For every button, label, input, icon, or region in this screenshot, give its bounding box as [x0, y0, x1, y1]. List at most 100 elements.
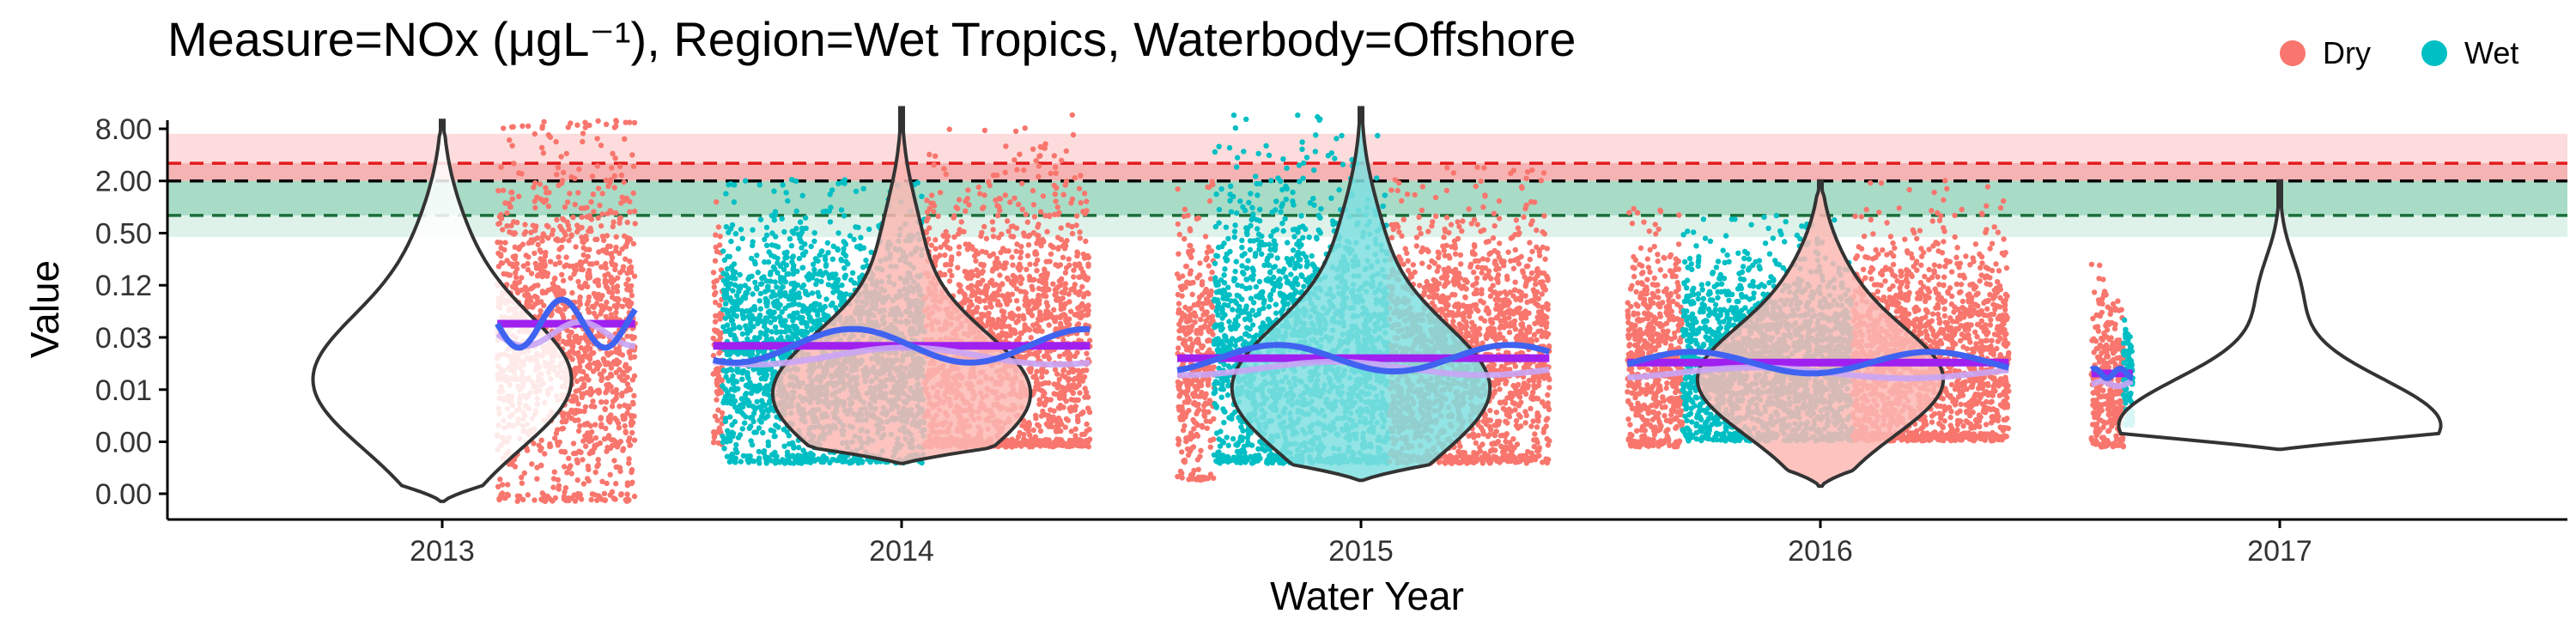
data-point [575, 417, 581, 423]
data-point [1040, 392, 1047, 399]
data-point [627, 198, 633, 205]
data-point [772, 315, 778, 322]
data-point [574, 378, 580, 385]
data-point [496, 214, 503, 220]
data-point [1024, 219, 1031, 225]
data-point [519, 474, 525, 481]
data-point [1048, 251, 1054, 258]
data-point [524, 288, 530, 295]
data-point [578, 205, 585, 211]
data-point [568, 398, 574, 404]
data-point [501, 246, 507, 253]
data-point [720, 248, 726, 254]
data-point [790, 318, 796, 324]
data-point [795, 445, 802, 451]
data-point [580, 457, 586, 463]
data-point [588, 437, 595, 444]
data-point [564, 339, 571, 345]
data-point [748, 423, 754, 429]
data-point [720, 399, 726, 406]
data-point [499, 490, 506, 496]
data-point [601, 490, 608, 497]
data-point [560, 425, 567, 432]
data-point [617, 220, 623, 226]
data-point [1021, 167, 1027, 173]
data-point [571, 266, 578, 272]
data-point [629, 377, 636, 383]
data-point [593, 301, 600, 307]
data-point [763, 337, 770, 343]
data-point [790, 281, 796, 287]
data-point [623, 428, 629, 434]
data-point [525, 260, 531, 267]
data-point [1084, 368, 1090, 374]
data-point [534, 295, 540, 301]
data-point [1052, 164, 1059, 170]
data-point [580, 481, 587, 487]
data-point [762, 259, 768, 265]
data-point [819, 306, 826, 313]
data-point [731, 312, 737, 318]
data-point [714, 328, 720, 334]
data-point [771, 217, 777, 223]
data-point [788, 177, 795, 183]
data-point [1018, 254, 1024, 261]
data-point [715, 224, 722, 230]
data-point [958, 219, 964, 225]
data-point [754, 398, 760, 404]
data-point [1060, 312, 1067, 318]
data-point [532, 204, 538, 211]
data-point [927, 151, 933, 158]
data-point [1058, 428, 1064, 434]
data-point [1035, 257, 1041, 264]
data-point [738, 283, 744, 289]
data-point [631, 493, 638, 500]
data-point [766, 249, 772, 255]
data-point [822, 253, 828, 259]
data-point [495, 221, 501, 227]
data-point [567, 349, 573, 355]
data-point [1025, 428, 1031, 434]
data-point [595, 292, 602, 298]
data-point [608, 349, 615, 356]
data-point [735, 434, 742, 440]
data-point [613, 118, 619, 125]
data-point [1065, 222, 1072, 228]
data-point [556, 483, 562, 489]
data-point [840, 459, 846, 465]
data-point [510, 124, 516, 130]
data-point [1015, 434, 1022, 440]
data-point [714, 397, 720, 403]
data-point [729, 422, 735, 428]
data-point [613, 443, 620, 449]
data-point [573, 244, 579, 250]
data-point [516, 193, 522, 199]
data-point [514, 493, 521, 499]
data-point [751, 307, 758, 313]
data-point [628, 264, 635, 270]
data-point [580, 138, 586, 145]
data-point [592, 360, 598, 367]
data-point [560, 338, 566, 344]
data-point [1033, 158, 1039, 164]
data-point [799, 251, 806, 258]
data-point [730, 393, 736, 399]
data-point [607, 306, 613, 312]
data-point [1062, 286, 1069, 292]
data-point [756, 298, 762, 304]
data-point [1066, 262, 1072, 269]
data-point [558, 154, 564, 160]
data-point [605, 433, 612, 439]
data-point [969, 288, 975, 294]
data-point [997, 272, 1003, 278]
data-point [710, 371, 716, 377]
data-point [1084, 350, 1090, 356]
data-point [582, 125, 588, 131]
data-point [609, 254, 616, 261]
data-point [603, 399, 610, 405]
data-point [714, 199, 720, 205]
data-point [772, 324, 779, 331]
data-point [1068, 397, 1074, 403]
data-point [623, 281, 629, 288]
data-point [947, 246, 953, 252]
